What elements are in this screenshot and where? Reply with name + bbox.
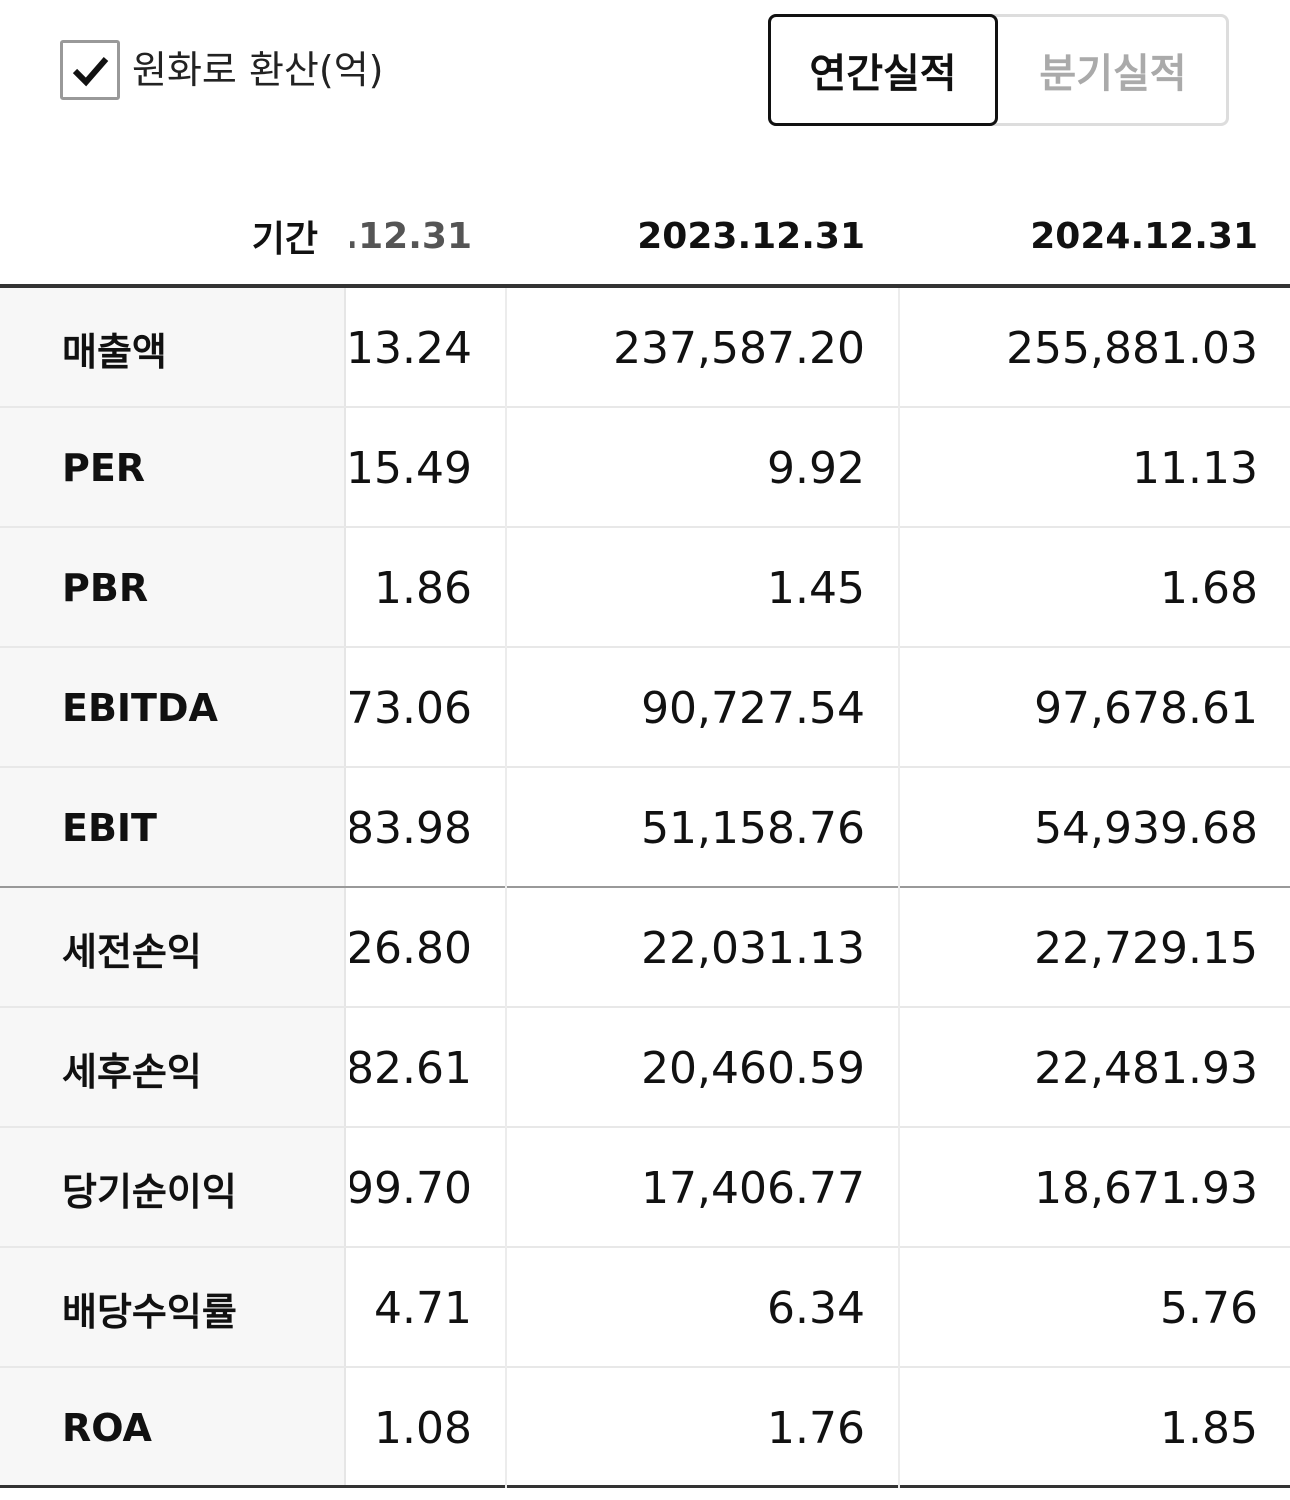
cell-value: 255,881.03 <box>1006 322 1258 374</box>
cell-value: 22,729.15 <box>1034 922 1258 974</box>
checkbox-label[interactable]: 원화로 환산(억) <box>132 48 384 92</box>
cell-value: 1.86 <box>374 562 472 614</box>
column-header: 2.12.31 <box>350 215 472 257</box>
cell-value: 18,671.93 <box>1034 1162 1258 1214</box>
cell-value: 1.68 <box>1160 562 1258 614</box>
cell-value: 17,406.77 <box>641 1162 865 1214</box>
column-header: 2024.12.31 <box>1030 215 1258 257</box>
row-bg <box>346 888 1290 1008</box>
checkbox[interactable] <box>60 40 120 100</box>
cell-value: 54,939.68 <box>1034 802 1258 854</box>
row-label: EBIT <box>0 768 346 888</box>
row-rule <box>0 1006 1290 1008</box>
row-rule <box>0 406 1290 408</box>
cell-value: 11.13 <box>1132 442 1258 494</box>
row-label: PBR <box>0 528 346 648</box>
row-bg <box>346 1368 1290 1488</box>
cell-value: 82.61 <box>350 1042 472 1094</box>
row-bg <box>346 768 1290 888</box>
column-rule <box>898 288 900 1488</box>
cell-value: 26.80 <box>350 922 472 974</box>
column-header: 2023.12.31 <box>637 215 865 257</box>
cell-value: 1.76 <box>767 1402 865 1454</box>
cell-value: 15.49 <box>350 442 472 494</box>
row-bg <box>346 408 1290 528</box>
row-bg <box>346 1008 1290 1128</box>
cell-value: 1.45 <box>767 562 865 614</box>
cell-value: 51,158.76 <box>641 802 865 854</box>
cell-value: 1.85 <box>1160 1402 1258 1454</box>
cell-value: 237,587.20 <box>613 322 865 374</box>
column-rule <box>505 288 507 1488</box>
row-rule <box>0 646 1290 648</box>
row-label: PER <box>0 408 346 528</box>
cell-value: 99.70 <box>350 1162 472 1214</box>
cell-value: 1.08 <box>374 1402 472 1454</box>
cell-value: 83.98 <box>350 802 472 854</box>
row-label: ROA <box>0 1368 346 1488</box>
row-label: 매출액 <box>0 288 346 408</box>
row-label: 배당수익률 <box>0 1248 346 1368</box>
cell-value: 6.34 <box>767 1282 865 1334</box>
row-bg <box>346 288 1290 408</box>
cell-value: 9.92 <box>767 442 865 494</box>
cell-value: 413.24 <box>350 322 472 374</box>
row-rule <box>0 766 1290 768</box>
row-bg <box>346 528 1290 648</box>
row-label: 세후손익 <box>0 1008 346 1128</box>
row-bg <box>346 1128 1290 1248</box>
cell-value: 4.71 <box>374 1282 472 1334</box>
row-bg <box>346 1248 1290 1368</box>
check-mark <box>72 57 109 87</box>
cell-value: 22,031.13 <box>641 922 865 974</box>
row-label: 세전손익 <box>0 888 346 1008</box>
row-rule <box>0 1366 1290 1368</box>
cell-value: 73.06 <box>350 682 472 734</box>
row-rule <box>0 526 1290 528</box>
cell-value: 20,460.59 <box>641 1042 865 1094</box>
cell-value: 97,678.61 <box>1034 682 1258 734</box>
tab[interactable]: 연간실적 <box>768 14 998 126</box>
cell-value: 5.76 <box>1160 1282 1258 1334</box>
row-rule <box>0 1126 1290 1128</box>
row-label: 당기순이익 <box>0 1128 346 1248</box>
row-rule <box>0 886 1290 888</box>
cell-value: 90,727.54 <box>641 682 865 734</box>
row-label: EBITDA <box>0 648 346 768</box>
row-rule <box>0 1485 1290 1488</box>
cell-value: 22,481.93 <box>1034 1042 1258 1094</box>
tab[interactable]: 분기실적 <box>1039 51 1187 97</box>
column-header: 기간 <box>251 219 318 260</box>
header-rule <box>0 284 1290 288</box>
row-bg <box>346 648 1290 768</box>
row-rule <box>0 1246 1290 1248</box>
